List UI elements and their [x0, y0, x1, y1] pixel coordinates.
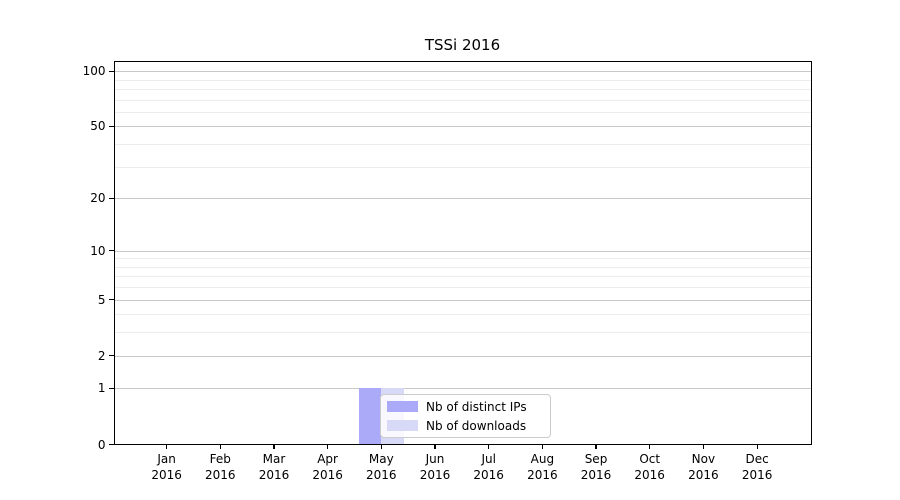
x-tick-mark	[649, 444, 651, 449]
x-tick-label: Aug 2016	[515, 451, 569, 484]
x-tick-month: Apr	[317, 451, 338, 466]
x-tick-month: Mar	[262, 451, 286, 466]
y-gridline-major	[113, 126, 812, 128]
y-tick-mark	[108, 387, 114, 390]
y-tick-label: 5	[97, 292, 106, 307]
y-gridline-minor	[113, 258, 812, 260]
x-tick-label: Jun 2016	[408, 451, 462, 484]
x-tick-month: Jan	[157, 451, 176, 466]
x-tick-label: Mar 2016	[247, 451, 301, 484]
chart-title: TSSi 2016	[424, 36, 501, 54]
x-tick-label: Oct 2016	[623, 451, 677, 484]
x-tick-mark	[219, 444, 221, 449]
y-tick-label: 20	[90, 191, 106, 206]
x-tick-year: 2016	[205, 468, 236, 482]
x-tick-year: 2016	[741, 468, 773, 482]
x-tick-mark	[166, 444, 168, 449]
y-tick-mark	[108, 70, 114, 72]
plot-background	[113, 60, 812, 445]
y-tick-mark	[108, 443, 114, 446]
x-tick-year: 2016	[366, 468, 397, 482]
y-gridline-minor	[113, 287, 812, 289]
legend-swatch	[387, 420, 418, 431]
y-tick-mark	[108, 298, 114, 301]
legend-entry: Nb of distinct IPs	[387, 399, 542, 415]
y-gridline-minor	[113, 314, 812, 316]
x-tick-mark	[327, 444, 329, 449]
y-gridline-minor	[113, 166, 812, 168]
legend-label: Nb of distinct IPs	[426, 399, 527, 414]
x-tick-month: Nov	[691, 451, 716, 466]
y-tick-mark	[108, 197, 114, 199]
x-tick-mark	[702, 444, 705, 449]
x-tick-year: 2016	[527, 468, 558, 482]
y-tick-label: 1	[97, 381, 106, 396]
x-tick-month: May	[368, 451, 394, 466]
y-gridline-major	[113, 250, 812, 252]
x-tick-label: Sep 2016	[569, 451, 623, 484]
legend-entry: Nb of downloads	[387, 418, 542, 434]
legend-swatch	[387, 401, 418, 412]
legend: Nb of distinct IPs Nb of downloads	[380, 394, 551, 438]
x-tick-month: Feb	[209, 451, 231, 466]
y-gridline-minor	[113, 144, 812, 145]
x-tick-mark	[273, 444, 275, 449]
y-gridline-major	[113, 71, 812, 73]
x-tick-mark	[756, 444, 758, 449]
y-tick-label: 2	[97, 348, 106, 363]
x-tick-year: 2016	[580, 468, 612, 482]
x-tick-year: 2016	[151, 468, 182, 482]
bar-distinct-ips	[358, 388, 382, 445]
y-tick-mark	[108, 249, 114, 252]
x-tick-month: Aug	[530, 451, 555, 466]
y-tick-label: 100	[82, 64, 106, 79]
x-tick-label: Jan 2016	[140, 451, 194, 484]
x-tick-month: Jul	[481, 451, 496, 466]
y-gridline-minor	[113, 266, 812, 268]
x-tick-month: Jun	[425, 451, 445, 466]
x-tick-month: Sep	[584, 451, 608, 466]
x-tick-year: 2016	[258, 468, 290, 482]
y-tick-mark	[108, 355, 114, 357]
x-tick-label: Nov 2016	[676, 451, 730, 484]
y-gridline-minor	[113, 111, 812, 113]
y-tick-label: 10	[90, 243, 106, 258]
x-tick-label: Apr 2016	[301, 451, 355, 484]
legend-label: Nb of downloads	[426, 418, 527, 433]
x-tick-label: Jul 2016	[462, 451, 516, 484]
y-gridline-major	[113, 388, 812, 390]
x-tick-label: Feb 2016	[193, 451, 247, 484]
y-gridline-minor	[113, 276, 812, 278]
y-gridline-minor	[113, 79, 812, 81]
x-tick-year: 2016	[312, 468, 343, 482]
x-tick-month: Oct	[639, 451, 661, 466]
y-tick-label: 0	[97, 437, 106, 452]
x-tick-label: May 2016	[354, 451, 408, 484]
x-tick-year: 2016	[473, 468, 504, 482]
x-tick-month: Dec	[745, 451, 769, 466]
x-tick-mark	[434, 444, 436, 449]
y-gridline-minor	[113, 99, 812, 101]
x-tick-mark	[488, 444, 490, 449]
y-gridline-major	[113, 198, 812, 200]
y-tick-label: 50	[90, 119, 106, 134]
x-tick-mark	[595, 444, 597, 449]
y-gridline-major	[113, 299, 812, 301]
y-gridline-minor	[113, 332, 812, 334]
y-tick-mark	[108, 125, 114, 128]
x-tick-label: Dec 2016	[730, 451, 784, 484]
y-gridline-minor	[113, 88, 812, 90]
x-tick-year: 2016	[688, 468, 719, 482]
x-tick-mark	[541, 444, 544, 449]
x-tick-year: 2016	[634, 468, 665, 482]
x-tick-year: 2016	[419, 468, 451, 482]
y-gridline-major	[113, 355, 812, 357]
x-tick-mark	[380, 444, 382, 449]
